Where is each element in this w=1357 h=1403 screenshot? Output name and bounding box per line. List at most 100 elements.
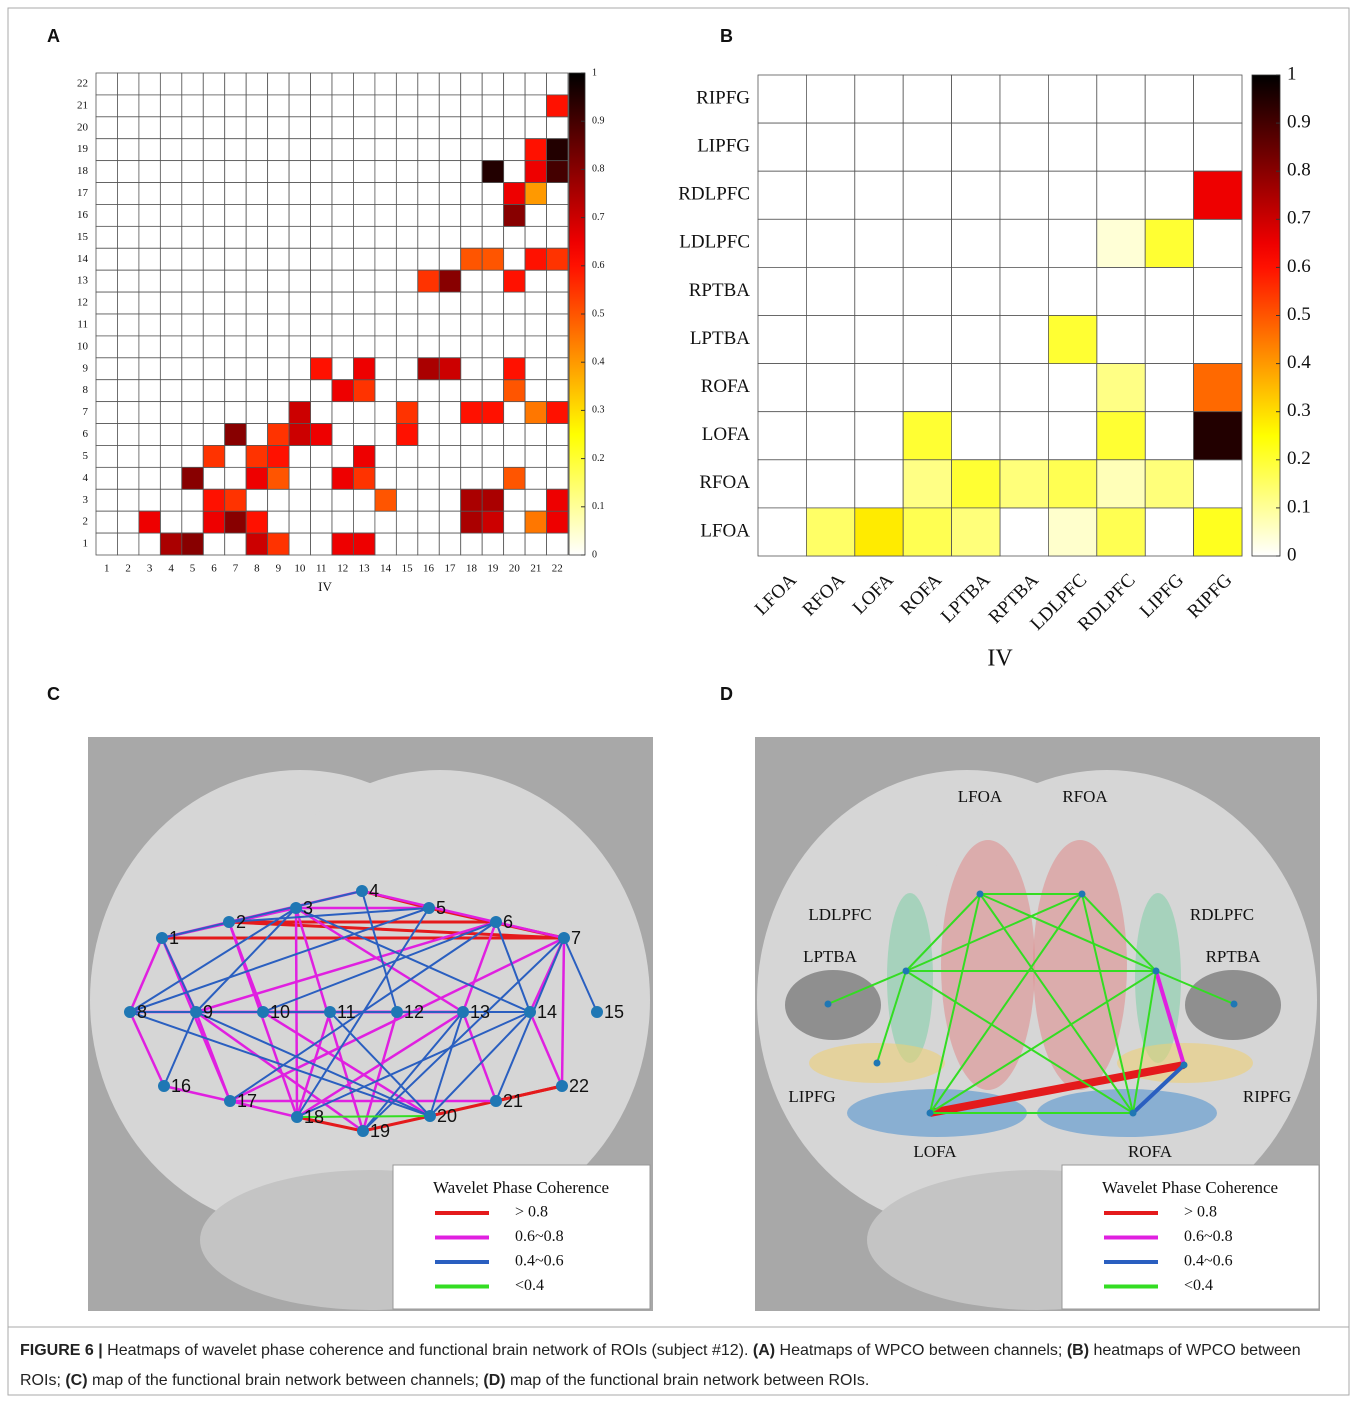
grid-cell: [159, 510, 183, 534]
grid-cell: [353, 313, 376, 337]
grid-cell: [481, 313, 505, 337]
grid-cell: [159, 182, 183, 205]
edge: [262, 1010, 431, 1118]
node: [558, 932, 570, 944]
heat-cell: [224, 488, 247, 512]
grid-cell: [267, 72, 290, 96]
grid-cell: [331, 94, 354, 118]
node: [591, 1006, 603, 1018]
grid-cell: [395, 160, 419, 183]
grid-cell: [181, 247, 204, 271]
grid-cell: [417, 225, 440, 249]
grid-cell: [331, 269, 354, 293]
node: [926, 1109, 934, 1117]
heat-cell: [395, 401, 419, 424]
y-tick-label: LDLPFC: [679, 232, 750, 253]
grid-cell: [267, 160, 290, 183]
grid-cell: [395, 204, 419, 227]
grid-cell: [138, 225, 161, 249]
grid-cell: [460, 532, 483, 556]
grid-cell: [757, 411, 807, 461]
grid-cell: [331, 335, 354, 359]
grid-cell: [1048, 266, 1098, 316]
grid-cell: [1096, 315, 1146, 364]
grid-cell: [503, 488, 526, 512]
heat-cell: [503, 182, 526, 205]
grid-cell: [524, 423, 547, 446]
grid-cell: [481, 291, 505, 315]
grid-cell: [524, 532, 547, 556]
grid-cell: [417, 423, 440, 446]
colorbar-tick-label: 0.6: [1287, 256, 1311, 277]
node: [457, 1006, 469, 1018]
grid-cell: [224, 116, 247, 140]
grid-cell: [202, 269, 226, 293]
grid-cell: [460, 313, 483, 337]
grid-cell: [95, 291, 118, 315]
legend-label: 0.6~0.8: [515, 1228, 564, 1245]
y-tick-label: 1: [83, 538, 89, 550]
grid-cell: [395, 357, 419, 381]
grid-cell: [1193, 122, 1243, 172]
grid-cell: [267, 247, 290, 271]
grid-cell: [902, 74, 953, 124]
heat-cell: [481, 401, 505, 424]
heat-cell: [1193, 411, 1243, 461]
grid-cell: [546, 72, 569, 96]
heat-cell: [331, 532, 354, 556]
grid-cell: [951, 315, 1001, 364]
grid-cell: [117, 269, 140, 293]
grid-cell: [395, 313, 419, 337]
colorbar-tick-label: 0.1: [592, 501, 605, 512]
heat-cell: [524, 160, 547, 183]
heat-cell: [310, 423, 333, 446]
caption-text: heatmaps of WPCO between ROIs;: [20, 1342, 1301, 1389]
grid-cell: [395, 532, 419, 556]
y-tick-label: LFOA: [700, 520, 750, 541]
grid-cell: [460, 138, 483, 162]
grid-cell: [95, 466, 118, 490]
edge: [295, 907, 531, 1013]
edge: [195, 907, 297, 1013]
grid-cell: [117, 445, 140, 468]
edge: [1081, 893, 1134, 1114]
grid-cell: [267, 204, 290, 227]
grid-cell: [310, 247, 333, 271]
node-label: 11: [337, 1002, 356, 1022]
heat-cell: [524, 182, 547, 205]
grid-cell: [202, 72, 226, 96]
grid-cell: [1096, 122, 1146, 172]
node: [524, 1006, 536, 1018]
grid-cell: [138, 72, 161, 96]
grid-cell: [374, 379, 397, 403]
x-tick-label: RFOA: [799, 570, 850, 621]
grid-cell: [951, 363, 1001, 413]
grid-cell: [757, 218, 807, 268]
node-label: LFOA: [958, 787, 1003, 806]
grid-cell: [395, 269, 419, 293]
grid-cell: [417, 182, 440, 205]
edge: [229, 1099, 298, 1119]
grid-cell: [353, 423, 376, 446]
grid-cell: [503, 313, 526, 337]
node-label: 6: [503, 912, 513, 932]
grid-cell: [999, 266, 1049, 316]
grid-cell: [503, 445, 526, 468]
y-tick-label: 5: [83, 450, 89, 462]
grid-cell: [395, 94, 419, 118]
node: [224, 1095, 236, 1107]
grid-cell: [138, 269, 161, 293]
grid-cell: [438, 225, 462, 249]
grid-cell: [438, 510, 462, 534]
grid-cell: [224, 401, 247, 424]
grid-cell: [1193, 459, 1243, 509]
grid-cell: [353, 116, 376, 140]
grid-cell: [310, 401, 333, 424]
heat-cell: [524, 401, 547, 424]
grid-cell: [310, 225, 333, 249]
y-tick-label: 12: [77, 297, 88, 309]
grid-cell: [288, 466, 311, 490]
heat-cell: [1193, 170, 1243, 220]
edge: [905, 893, 981, 972]
grid-cell: [902, 363, 953, 413]
